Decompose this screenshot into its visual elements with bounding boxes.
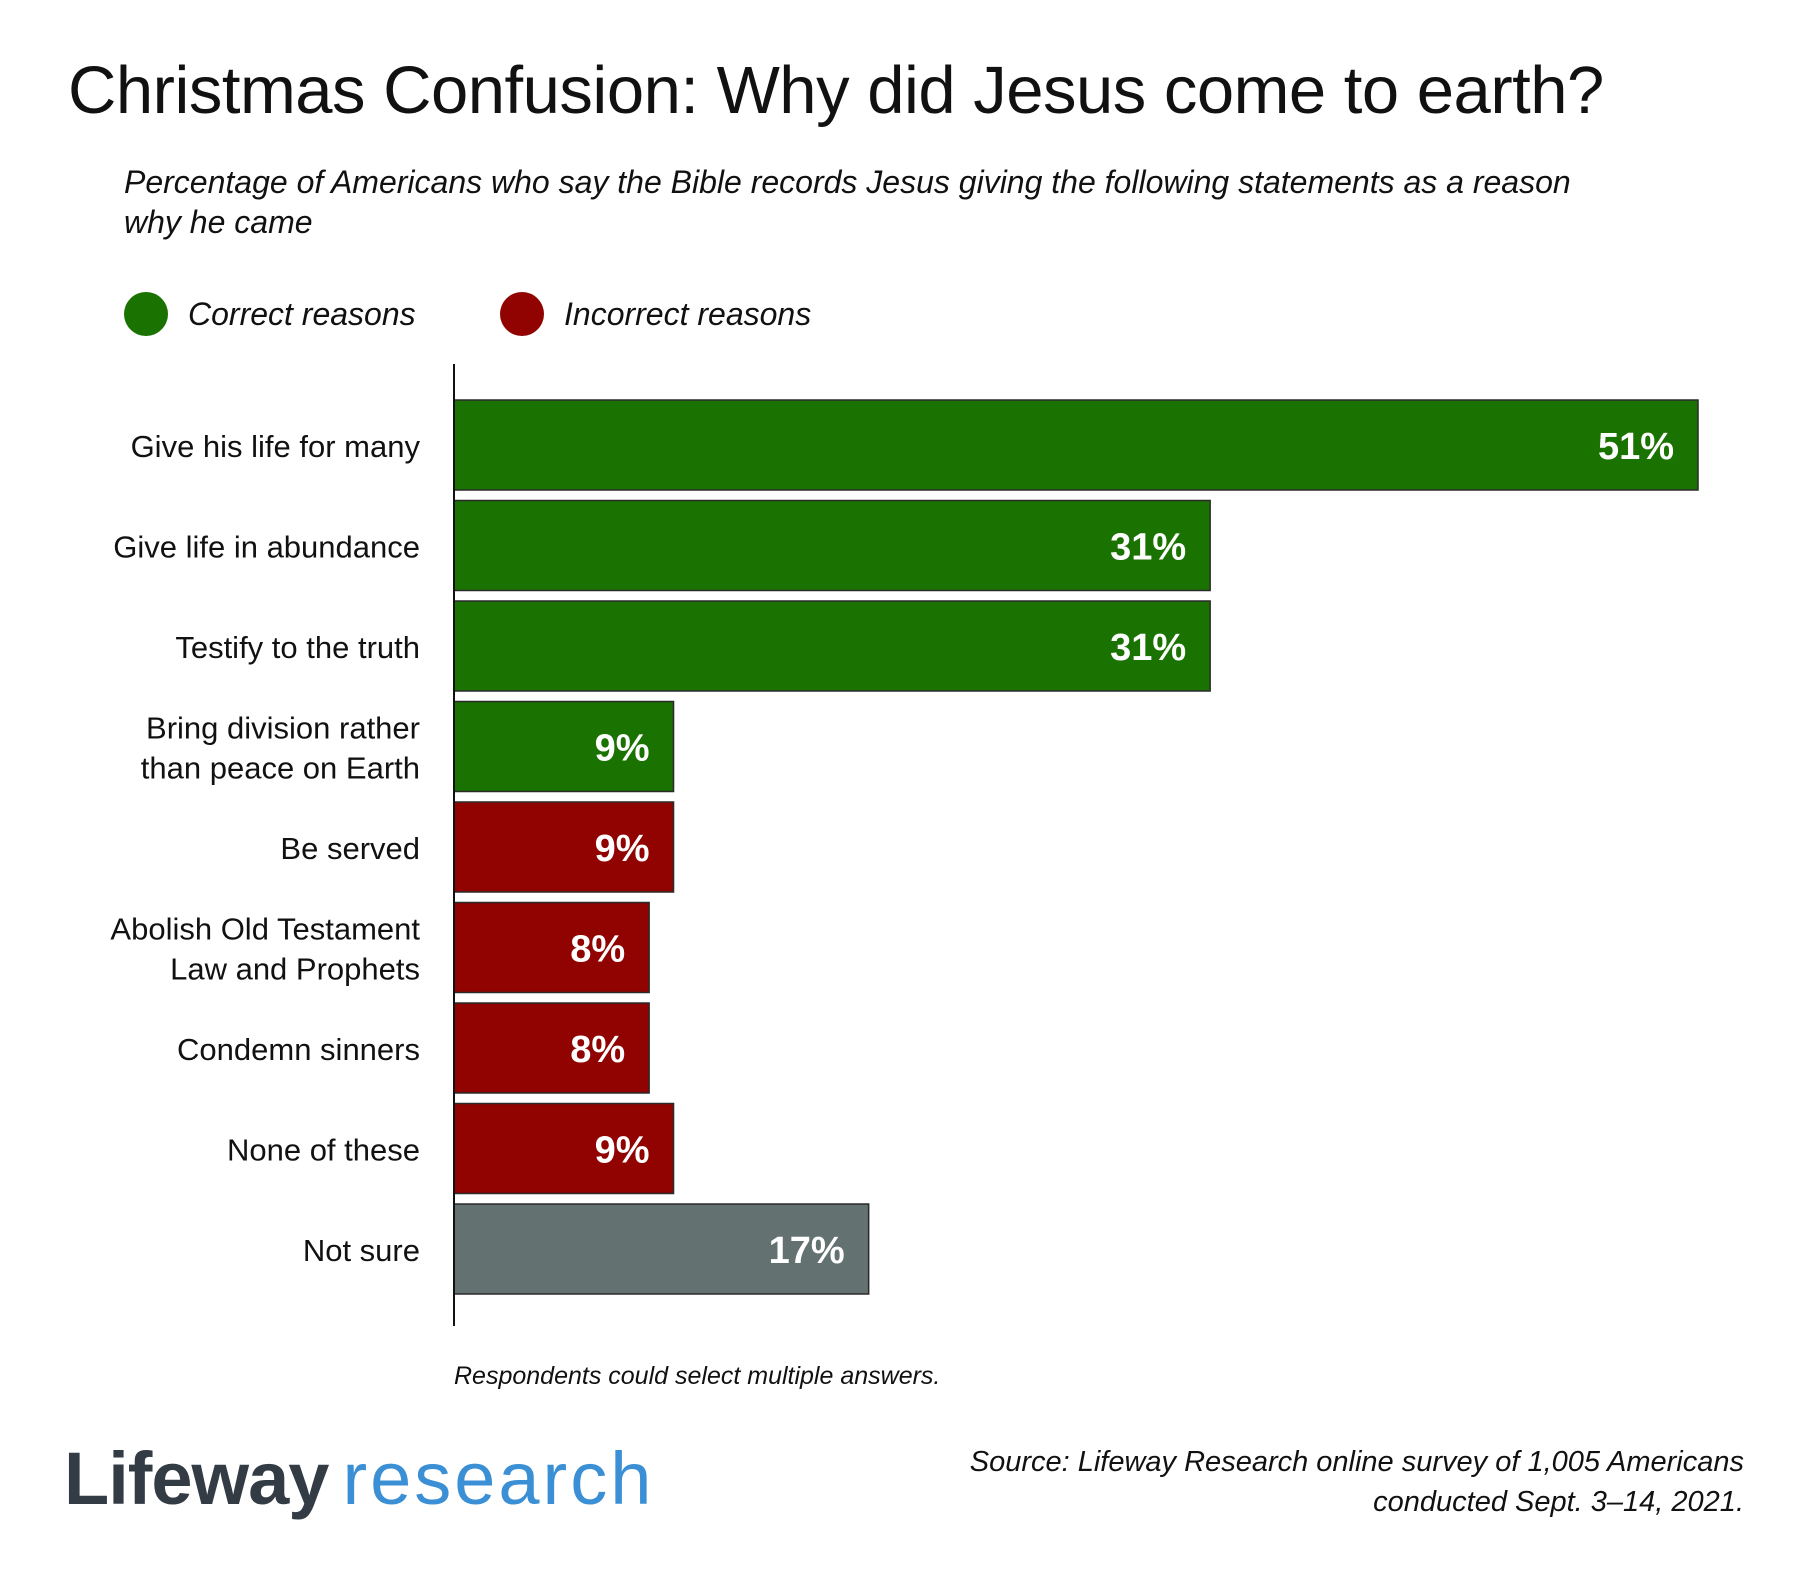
bar-1 xyxy=(453,499,1211,592)
lifeway-research-logo: Lifeway research xyxy=(64,1436,654,1520)
value-label-3: 9% xyxy=(595,728,650,770)
legend-swatch-incorrect xyxy=(500,292,544,336)
category-label-line: Be served xyxy=(280,831,420,866)
category-label-line: Condemn sinners xyxy=(177,1032,420,1067)
category-label-line: than peace on Earth xyxy=(141,751,420,786)
bar-4 xyxy=(453,801,675,893)
category-label-8: Not sure xyxy=(303,1233,420,1268)
bar-8 xyxy=(453,1203,870,1295)
category-label-line: None of these xyxy=(227,1133,420,1168)
bar-5 xyxy=(453,901,650,994)
category-label-6: Condemn sinners xyxy=(177,1032,420,1067)
chart-subtitle: Percentage of Americans who say the Bibl… xyxy=(124,164,1571,240)
source-line-1: Source: Lifeway Research online survey o… xyxy=(969,1446,1744,1478)
source-line-2: conducted Sept. 3–14, 2021. xyxy=(1373,1486,1744,1518)
bar-2 xyxy=(453,600,1211,692)
chart-title: Christmas Confusion: Why did Jesus come … xyxy=(68,53,1604,128)
bar-6 xyxy=(453,1002,650,1094)
legend-swatch-correct xyxy=(124,292,168,336)
category-label-line: Not sure xyxy=(303,1233,420,1268)
category-label-line: Abolish Old Testament xyxy=(110,912,420,947)
value-label-1: 31% xyxy=(1110,527,1186,569)
value-label-5: 8% xyxy=(570,929,625,971)
category-label-line: Give his life for many xyxy=(131,429,421,464)
value-label-6: 8% xyxy=(570,1029,625,1071)
bar-0 xyxy=(453,399,1699,491)
logo-word-lifeway: Lifeway xyxy=(64,1437,329,1520)
legend-label-incorrect: Incorrect reasons xyxy=(564,296,812,332)
value-label-0: 51% xyxy=(1598,426,1674,468)
source-note: Source: Lifeway Research online survey o… xyxy=(844,1442,1744,1522)
category-label-1: Give life in abundance xyxy=(113,530,420,565)
category-label-7: None of these xyxy=(227,1133,420,1168)
category-label-line: Law and Prophets xyxy=(170,952,420,987)
category-label-2: Testify to the truth xyxy=(175,630,420,665)
bar-7 xyxy=(453,1102,675,1195)
value-label-8: 17% xyxy=(769,1230,845,1272)
category-label-line: Give life in abundance xyxy=(113,530,420,565)
category-label-0: Give his life for many xyxy=(131,429,421,464)
value-label-2: 31% xyxy=(1110,627,1186,669)
category-label-line: Bring division rather xyxy=(146,711,420,746)
category-label-4: Be served xyxy=(280,831,420,866)
value-label-7: 9% xyxy=(595,1130,650,1172)
legend-label-correct: Correct reasons xyxy=(188,296,416,332)
value-label-4: 9% xyxy=(595,828,650,870)
category-label-3: Bring division rather than peace on Earth xyxy=(141,711,420,786)
bar-3 xyxy=(453,700,675,793)
category-label-line: Testify to the truth xyxy=(175,630,420,665)
logo-word-research: research xyxy=(342,1437,655,1520)
footnote: Respondents could select multiple answer… xyxy=(454,1362,941,1390)
category-label-5: Abolish Old Testament Law and Prophets xyxy=(110,912,420,987)
